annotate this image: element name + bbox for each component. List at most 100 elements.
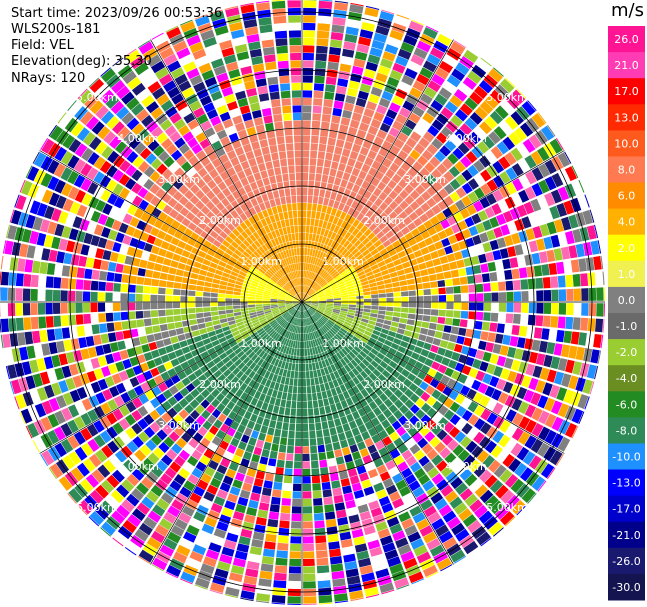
velocity-gate bbox=[112, 183, 124, 196]
velocity-gate bbox=[150, 286, 159, 294]
velocity-gate bbox=[225, 298, 233, 302]
velocity-gate bbox=[505, 182, 517, 195]
velocity-gate bbox=[188, 313, 197, 320]
velocity-gate bbox=[216, 403, 226, 413]
velocity-gate bbox=[179, 578, 193, 585]
velocity-gate bbox=[531, 183, 543, 197]
velocity-gate bbox=[165, 486, 178, 498]
velocity-gate bbox=[200, 120, 212, 131]
velocity-gate bbox=[283, 113, 292, 121]
velocity-gate bbox=[240, 417, 249, 427]
velocity-gate bbox=[546, 249, 556, 262]
velocity-gate bbox=[199, 269, 208, 276]
velocity-gate bbox=[332, 290, 340, 294]
velocity-gate bbox=[117, 340, 126, 351]
velocity-gate bbox=[2, 350, 7, 364]
velocity-gate bbox=[347, 388, 355, 397]
velocity-gate bbox=[209, 425, 219, 436]
velocity-gate bbox=[378, 496, 391, 507]
velocity-gate bbox=[165, 25, 179, 33]
velocity-gate bbox=[575, 243, 585, 258]
velocity-gate bbox=[420, 499, 433, 511]
velocity-gate bbox=[344, 213, 352, 223]
velocity-gate bbox=[571, 165, 579, 179]
velocity-gate bbox=[303, 326, 306, 334]
velocity-gate bbox=[307, 309, 313, 316]
velocity-gate bbox=[265, 161, 273, 170]
velocity-gate bbox=[463, 454, 476, 467]
velocity-gate bbox=[95, 141, 108, 155]
velocity-gate bbox=[431, 73, 445, 86]
velocity-gate bbox=[2, 256, 11, 270]
velocity-gate bbox=[221, 217, 231, 226]
velocity-gate bbox=[462, 514, 477, 528]
velocity-gate bbox=[385, 109, 398, 120]
velocity-gate bbox=[351, 482, 362, 492]
velocity-gate bbox=[392, 120, 404, 131]
velocity-gate bbox=[233, 287, 242, 293]
velocity-gate bbox=[310, 256, 314, 264]
velocity-gate bbox=[434, 354, 444, 364]
velocity-gate bbox=[381, 269, 389, 276]
velocity-gate bbox=[311, 233, 317, 242]
velocity-gate bbox=[505, 94, 520, 110]
velocity-gate bbox=[280, 309, 288, 314]
velocity-gate bbox=[289, 316, 294, 323]
velocity-gate bbox=[530, 198, 542, 212]
velocity-gate bbox=[258, 246, 266, 254]
velocity-gate bbox=[302, 187, 308, 196]
velocity-gate bbox=[303, 302, 311, 305]
velocity-gate bbox=[85, 474, 100, 488]
velocity-gate bbox=[372, 329, 381, 336]
velocity-gate bbox=[373, 217, 383, 226]
velocity-gate bbox=[173, 315, 182, 322]
velocity-gate bbox=[286, 273, 291, 281]
velocity-gate bbox=[138, 40, 150, 49]
velocity-gate bbox=[393, 138, 405, 149]
velocity-gate bbox=[325, 292, 333, 296]
velocity-gate bbox=[165, 571, 179, 579]
velocity-gate bbox=[323, 324, 330, 331]
velocity-gate bbox=[175, 327, 184, 335]
velocity-gate bbox=[189, 41, 204, 54]
velocity-gate bbox=[258, 432, 266, 441]
velocity-gate bbox=[332, 272, 340, 279]
velocity-gate bbox=[418, 334, 427, 342]
velocity-gate bbox=[548, 329, 558, 342]
velocity-gate bbox=[286, 453, 294, 461]
velocity-gate bbox=[39, 329, 48, 343]
velocity-gate bbox=[73, 431, 86, 445]
velocity-gate bbox=[325, 264, 332, 272]
velocity-gate bbox=[471, 445, 484, 458]
velocity-gate bbox=[326, 300, 334, 302]
velocity-gate bbox=[8, 272, 17, 286]
velocity-gate bbox=[302, 416, 308, 424]
velocity-gate bbox=[530, 438, 544, 454]
velocity-gate bbox=[178, 184, 189, 195]
velocity-gate bbox=[327, 175, 335, 184]
velocity-gate bbox=[67, 100, 77, 111]
velocity-gate bbox=[538, 340, 548, 353]
velocity-gate bbox=[292, 483, 302, 492]
velocity-gate bbox=[216, 489, 228, 500]
velocity-gate bbox=[450, 41, 466, 55]
velocity-gate bbox=[307, 348, 311, 356]
velocity-gate bbox=[443, 409, 455, 421]
velocity-gate bbox=[208, 542, 222, 553]
velocity-gate bbox=[91, 324, 100, 335]
velocity-gate bbox=[294, 333, 297, 341]
velocity-gate bbox=[352, 410, 361, 420]
velocity-gate bbox=[131, 422, 143, 435]
velocity-gate bbox=[68, 488, 83, 503]
velocity-gate bbox=[114, 273, 123, 283]
velocity-gate bbox=[414, 234, 424, 243]
velocity-gate bbox=[333, 233, 340, 242]
velocity-gate bbox=[411, 332, 420, 340]
velocity-gate bbox=[210, 311, 219, 316]
velocity-gate bbox=[523, 201, 535, 215]
velocity-gate bbox=[127, 76, 142, 90]
velocity-gate bbox=[363, 291, 371, 296]
velocity-gate bbox=[433, 551, 448, 564]
velocity-gate bbox=[505, 516, 516, 527]
velocity-gate bbox=[233, 431, 243, 441]
